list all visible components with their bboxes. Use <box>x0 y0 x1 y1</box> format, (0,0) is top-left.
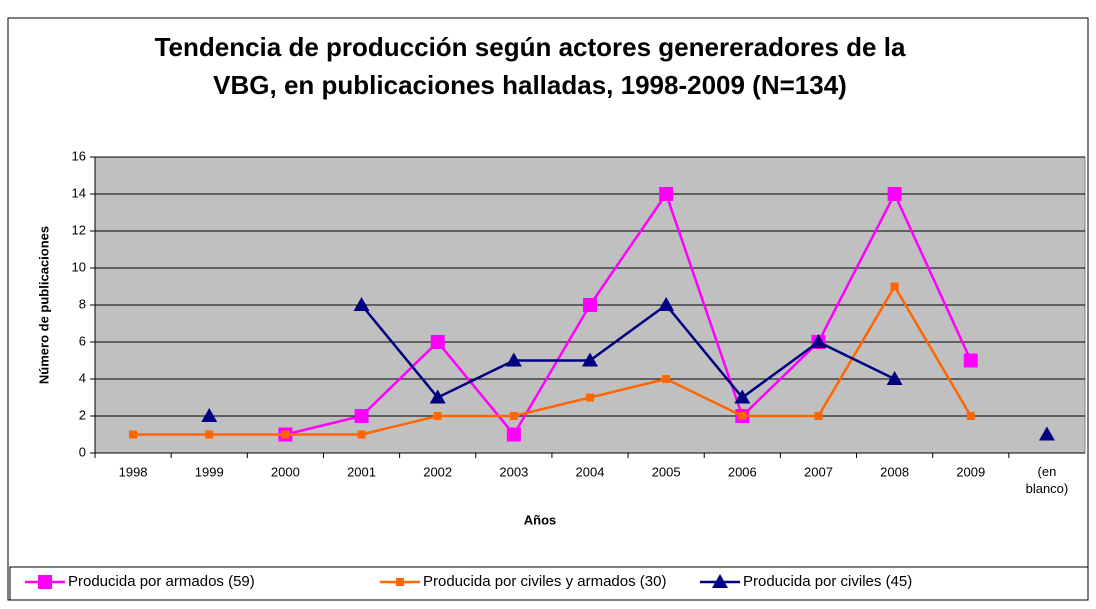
data-point <box>734 389 751 404</box>
x-tick-label: 2003 <box>499 464 528 479</box>
data-point <box>509 412 518 420</box>
x-tick-label: 1999 <box>195 464 224 479</box>
x-tick-label: 2001 <box>347 464 376 479</box>
x-tick-label: 2005 <box>652 464 681 479</box>
y-tick-label: 0 <box>79 444 86 459</box>
legend-swatch <box>712 574 728 588</box>
legend-swatch <box>396 578 404 586</box>
data-point <box>586 393 594 402</box>
data-point <box>582 352 598 367</box>
data-point <box>738 412 747 420</box>
y-tick-label: 8 <box>79 296 86 311</box>
data-point <box>353 297 370 311</box>
data-point <box>433 412 442 420</box>
x-tick-label: 2008 <box>880 464 909 479</box>
y-tick-label: 6 <box>79 333 86 348</box>
data-point <box>963 353 978 368</box>
x-tick-label: 2007 <box>804 464 833 479</box>
y-tick-label: 14 <box>72 185 86 200</box>
y-tick-label: 4 <box>79 370 86 385</box>
data-point <box>887 187 902 201</box>
data-point <box>886 371 903 385</box>
data-point <box>810 334 827 348</box>
chart-title: VBG, en publicaciones halladas, 1998-200… <box>213 70 847 100</box>
data-point <box>281 430 290 439</box>
data-point <box>505 352 522 367</box>
x-tick-label: 2002 <box>423 464 452 479</box>
data-point <box>890 282 899 291</box>
x-tick-label: 2009 <box>956 464 985 479</box>
data-point <box>814 412 823 420</box>
legend-label: Producida por civiles y armados (30) <box>423 573 666 590</box>
data-point <box>430 335 445 349</box>
x-tick-label: 2000 <box>271 464 300 479</box>
data-point <box>354 409 369 423</box>
y-tick-label: 2 <box>79 407 86 422</box>
y-axis-title: Número de publicaciones <box>36 226 51 384</box>
data-point <box>205 430 214 439</box>
data-point <box>506 427 521 442</box>
data-point <box>966 412 975 420</box>
x-tick-label: (en blanco) <box>1026 464 1069 496</box>
x-tick-label: 2006 <box>728 464 757 479</box>
data-point <box>1038 426 1055 441</box>
data-point <box>129 430 138 439</box>
x-tick-label: 2004 <box>576 464 605 479</box>
data-point <box>583 298 597 312</box>
chart-title: Tendencia de producción según actores ge… <box>155 32 906 62</box>
data-point <box>429 389 446 404</box>
y-tick-label: 16 <box>72 148 86 163</box>
y-tick-label: 12 <box>72 222 86 237</box>
data-point <box>659 187 674 201</box>
x-tick-label: 1998 <box>119 464 148 479</box>
x-axis-title: Años <box>524 512 557 527</box>
legend-label: Producida por civiles (45) <box>743 573 912 590</box>
data-point <box>662 375 671 383</box>
y-tick-label: 10 <box>72 259 86 274</box>
legend-label: Producida por armados (59) <box>68 573 255 590</box>
data-point <box>201 408 218 422</box>
series-line <box>133 284 972 436</box>
data-point <box>658 297 675 311</box>
legend-swatch <box>38 575 52 589</box>
data-point <box>357 430 366 439</box>
legend <box>9 566 1089 601</box>
series-line <box>285 191 972 437</box>
